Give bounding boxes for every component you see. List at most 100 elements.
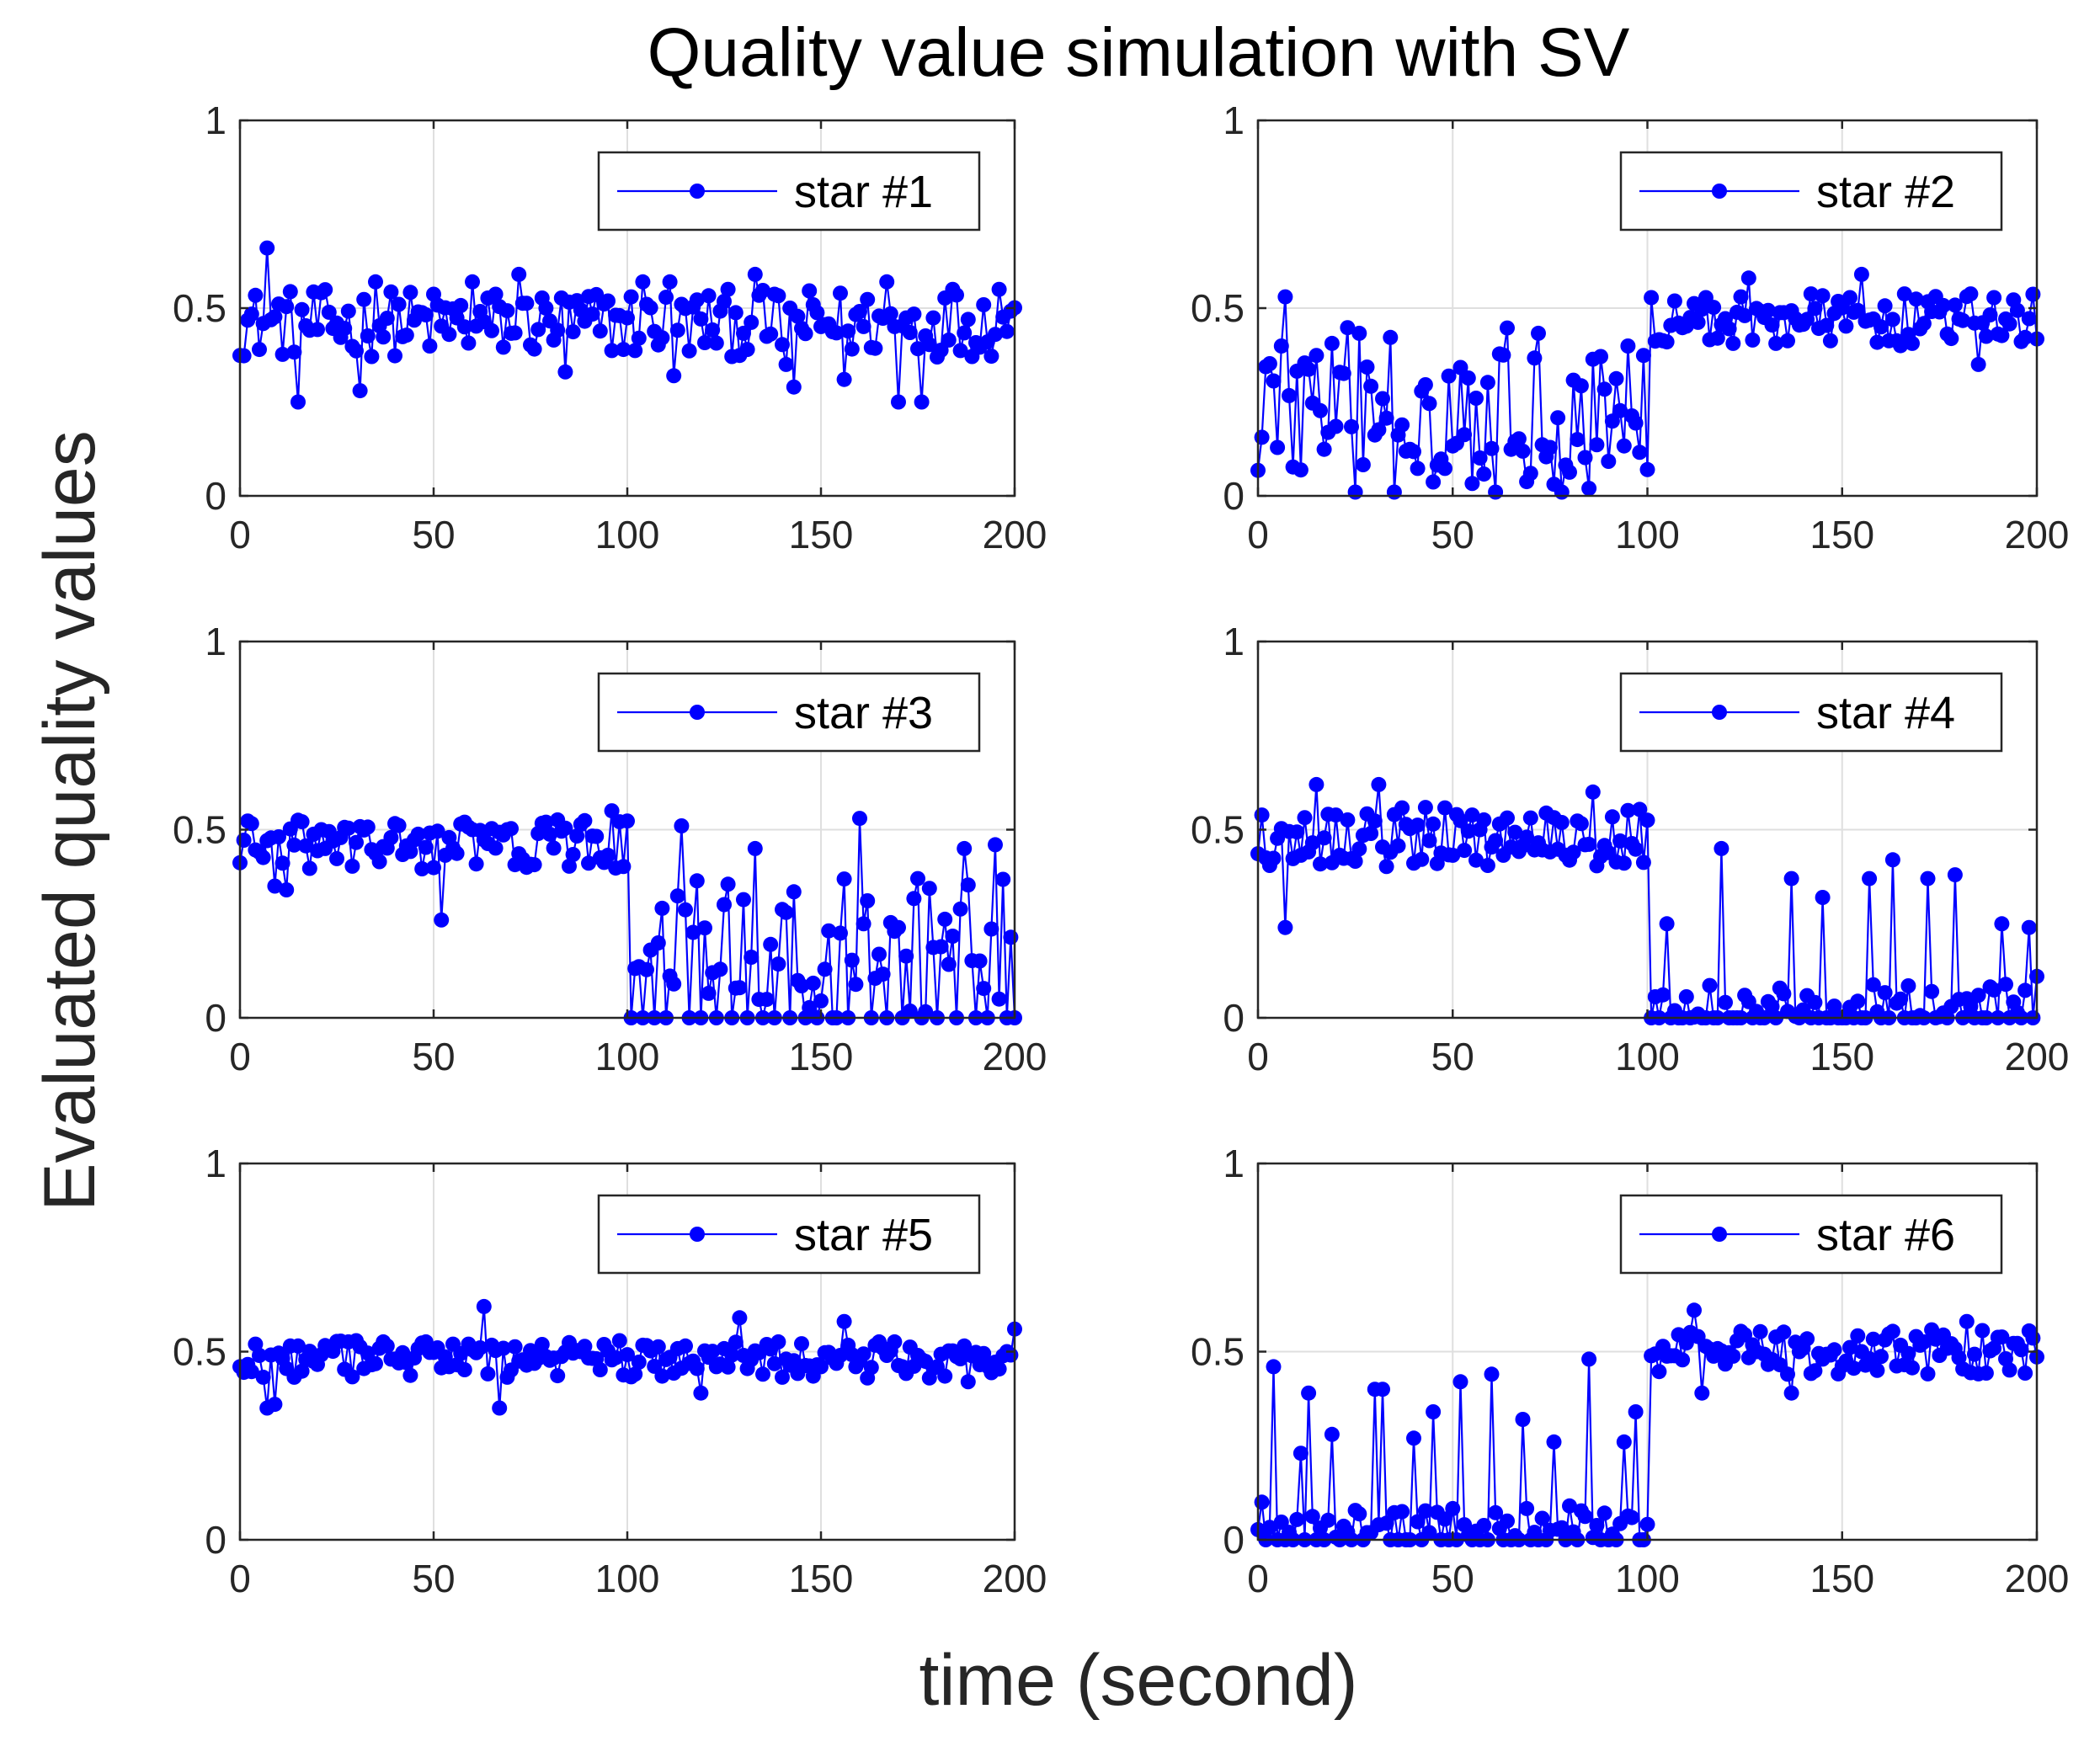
data-point	[1304, 835, 1320, 851]
y-tick-label: 0.5	[1191, 808, 1245, 852]
data-point	[349, 343, 364, 359]
x-tick-label: 50	[412, 1035, 455, 1078]
data-point	[786, 1353, 802, 1369]
data-point	[689, 292, 705, 308]
data-point	[488, 840, 504, 856]
data-point	[1873, 1349, 1889, 1365]
data-point	[957, 840, 973, 856]
data-point	[402, 1367, 418, 1383]
data-point	[995, 871, 1011, 887]
data-point	[1815, 288, 1831, 304]
data-point	[391, 817, 407, 833]
data-point	[701, 288, 717, 304]
data-point	[480, 1366, 496, 1382]
data-point	[1666, 293, 1682, 309]
data-point	[1815, 890, 1831, 905]
data-point	[1596, 1505, 1612, 1521]
data-point	[1745, 332, 1761, 348]
data-point	[267, 309, 283, 325]
data-point	[1003, 1347, 1019, 1363]
data-point	[1261, 1520, 1277, 1536]
data-point	[836, 371, 852, 387]
data-point	[1347, 484, 1363, 500]
data-point	[1421, 396, 1437, 412]
data-point	[453, 297, 469, 313]
data-point	[616, 342, 632, 358]
data-point	[611, 1333, 627, 1349]
data-point	[1289, 1511, 1305, 1527]
data-point	[786, 884, 802, 900]
data-point	[999, 323, 1015, 339]
data-point	[933, 939, 949, 955]
data-point	[1799, 311, 1815, 327]
data-point	[1737, 307, 1753, 323]
data-point	[988, 327, 1003, 343]
data-point	[1554, 1520, 1570, 1536]
data-point	[1967, 1346, 1982, 1362]
data-point	[1725, 335, 1741, 351]
data-point	[1270, 439, 1286, 455]
data-point	[1947, 867, 1963, 883]
data-point	[340, 820, 356, 836]
data-point	[1437, 800, 1452, 816]
data-point	[778, 904, 794, 920]
data-point	[356, 291, 372, 307]
data-point	[1554, 484, 1570, 500]
data-point	[1994, 1329, 2010, 1345]
data-point	[2017, 1366, 2033, 1381]
data-point	[492, 1400, 508, 1416]
data-point	[340, 303, 356, 319]
data-point	[274, 855, 290, 871]
data-point	[1254, 429, 1270, 445]
data-point	[1500, 320, 1515, 336]
series-5	[232, 1298, 1022, 1416]
data-point	[797, 326, 813, 342]
data-point	[844, 341, 860, 357]
data-point	[349, 834, 364, 850]
data-point	[836, 1313, 852, 1329]
data-point	[1500, 810, 1515, 826]
data-point	[360, 1345, 376, 1361]
data-point	[441, 327, 457, 343]
data-point	[1445, 847, 1461, 863]
data-point	[1635, 855, 1651, 870]
x-tick-label: 0	[229, 1557, 251, 1600]
data-point	[949, 287, 964, 303]
data-point	[855, 1346, 871, 1362]
data-point	[1301, 361, 1317, 377]
data-point	[654, 330, 670, 346]
y-tick-label: 0	[205, 474, 227, 518]
data-point	[855, 318, 871, 334]
data-point	[1850, 1328, 1866, 1344]
data-point	[1313, 402, 1328, 418]
data-point	[840, 323, 856, 339]
data-point	[1383, 329, 1399, 345]
data-point	[1495, 347, 1511, 363]
data-point	[902, 1004, 918, 1019]
data-point	[972, 953, 988, 969]
data-point	[1842, 290, 1857, 306]
data-point	[952, 343, 968, 359]
data-point	[871, 946, 887, 962]
data-point	[1783, 870, 1799, 886]
data-point	[1484, 440, 1500, 456]
data-point	[2001, 1362, 2017, 1378]
x-tick-label: 50	[1431, 1035, 1474, 1078]
data-point	[860, 893, 876, 908]
data-point	[1947, 297, 1963, 313]
data-point	[1589, 437, 1605, 453]
data-point	[770, 1334, 786, 1350]
data-point	[1776, 986, 1792, 1002]
data-point	[744, 950, 760, 965]
data-point	[352, 383, 368, 399]
data-point	[669, 888, 685, 904]
data-point	[1998, 977, 2013, 993]
data-point	[538, 301, 554, 316]
data-point	[1862, 1351, 1878, 1366]
data-point	[255, 849, 271, 865]
subplot-1: 0 50 100 150 200 0 0.5 1 star #1	[173, 98, 1047, 556]
data-point	[728, 1334, 744, 1350]
x-tick-label: 200	[2005, 513, 2070, 556]
data-point	[1644, 290, 1660, 306]
data-point	[642, 300, 658, 316]
